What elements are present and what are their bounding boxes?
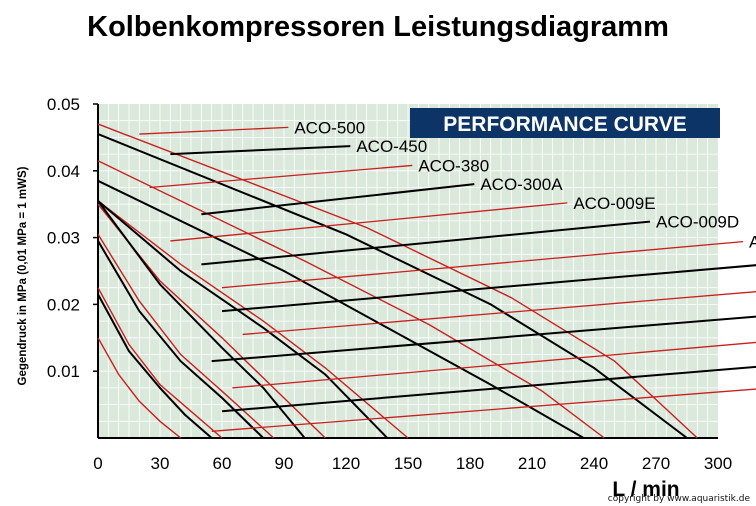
leader-line-aco-500 bbox=[139, 126, 289, 135]
series-label-aco-009d: ACO-009D bbox=[656, 213, 739, 232]
series-line-aco-009d bbox=[97, 200, 389, 439]
series-label-aco-450: ACO-450 bbox=[356, 137, 427, 156]
y-tick-label: 0.02 bbox=[47, 295, 80, 314]
leader-line-aco-328 bbox=[242, 291, 756, 336]
y-tick-label: 0.05 bbox=[47, 95, 80, 114]
performance-badge-text: PERFORMANCE CURVE bbox=[443, 113, 686, 136]
series-label-aco-009: ACO-009 bbox=[749, 233, 756, 252]
y-tick-label: 0.04 bbox=[47, 162, 80, 181]
series-label-aco-380: ACO-380 bbox=[418, 156, 489, 175]
leader-line-aco-208 bbox=[221, 365, 756, 413]
series-label-aco-300a: ACO-300A bbox=[480, 175, 563, 194]
y-axis-label: Gegendruck in MPa (0,01 MPa = 1 mWS) bbox=[17, 166, 29, 385]
performance-badge bbox=[410, 108, 720, 138]
x-tick-label: 90 bbox=[275, 454, 294, 473]
series-label-aco-500: ACO-500 bbox=[294, 118, 365, 137]
series-line-aco-300a bbox=[97, 179, 585, 439]
series-line-aco-208 bbox=[97, 293, 213, 439]
y-tick-label: 0.03 bbox=[47, 229, 80, 248]
x-tick-label: 120 bbox=[332, 454, 360, 473]
leader-line-aco-009e bbox=[170, 202, 568, 242]
leader-line-aco-380 bbox=[149, 164, 413, 189]
leader-line-aco-308 bbox=[232, 341, 756, 389]
x-tick-label: 270 bbox=[642, 454, 670, 473]
series-line-aco-328 bbox=[97, 233, 275, 439]
series-line-aco-308 bbox=[97, 287, 223, 439]
chart-title: Kolbenkompressoren Leistungsdiagramm bbox=[87, 11, 669, 43]
series-line-aco-009e bbox=[97, 200, 409, 439]
leader-line-aco-318 bbox=[211, 315, 756, 363]
series-line-aco-388d bbox=[97, 200, 306, 439]
series-line-aco-380 bbox=[97, 160, 605, 439]
series-line-aco-500 bbox=[97, 123, 698, 439]
leader-line-aco-009 bbox=[221, 240, 744, 289]
leader-line-aco-388d bbox=[221, 264, 756, 313]
x-axis-label: L / min bbox=[612, 478, 679, 501]
x-tick-label: 0 bbox=[93, 454, 102, 473]
leader-line-aco-009d bbox=[201, 220, 651, 266]
leader-line-aco-108 bbox=[211, 388, 756, 432]
x-tick-label: 210 bbox=[518, 454, 546, 473]
y-tick-label: 0.01 bbox=[47, 362, 80, 381]
leader-line-aco-300a bbox=[201, 183, 475, 216]
x-tick-label: 300 bbox=[704, 454, 732, 473]
x-tick-label: 30 bbox=[151, 454, 170, 473]
x-tick-label: 240 bbox=[580, 454, 608, 473]
series-line-aco-108 bbox=[97, 337, 182, 439]
x-tick-label: 180 bbox=[456, 454, 484, 473]
copyright-text: copyright by www.aquaristik.de bbox=[607, 494, 750, 504]
x-tick-label: 150 bbox=[394, 454, 422, 473]
series-line-aco-450 bbox=[97, 133, 688, 439]
x-tick-label: 60 bbox=[213, 454, 232, 473]
series-label-aco-009e: ACO-009E bbox=[573, 194, 655, 213]
series-line-aco-318 bbox=[97, 240, 264, 439]
leader-line-aco-450 bbox=[170, 145, 351, 156]
